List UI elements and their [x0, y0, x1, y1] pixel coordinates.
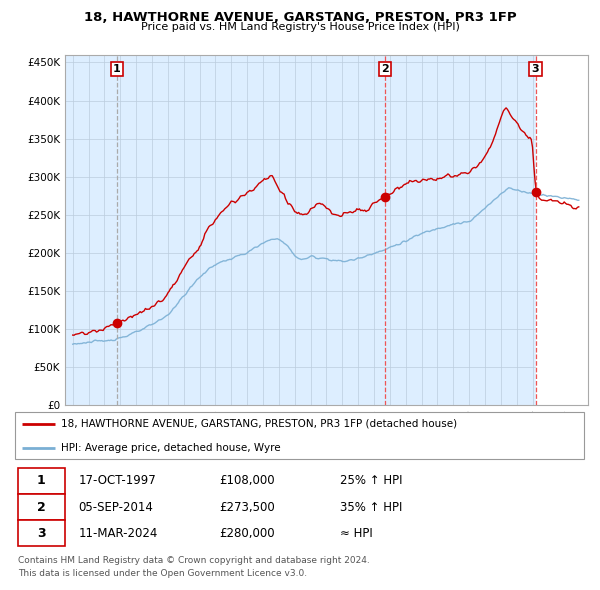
Text: 25% ↑ HPI: 25% ↑ HPI — [340, 474, 403, 487]
Text: 1: 1 — [113, 64, 121, 74]
FancyBboxPatch shape — [18, 520, 65, 546]
Bar — [536, 55, 588, 405]
Text: 11-MAR-2024: 11-MAR-2024 — [78, 527, 158, 540]
FancyBboxPatch shape — [15, 412, 584, 459]
Text: 35% ↑ HPI: 35% ↑ HPI — [340, 501, 403, 514]
Text: This data is licensed under the Open Government Licence v3.0.: This data is licensed under the Open Gov… — [18, 569, 307, 578]
Text: £273,500: £273,500 — [220, 501, 275, 514]
Text: HPI: Average price, detached house, Wyre: HPI: Average price, detached house, Wyre — [61, 443, 281, 453]
Text: 2: 2 — [37, 501, 46, 514]
Text: Price paid vs. HM Land Registry's House Price Index (HPI): Price paid vs. HM Land Registry's House … — [140, 22, 460, 32]
Text: 3: 3 — [532, 64, 539, 74]
Text: 05-SEP-2014: 05-SEP-2014 — [78, 501, 153, 514]
FancyBboxPatch shape — [18, 468, 65, 494]
FancyBboxPatch shape — [18, 494, 65, 520]
Bar — [536, 55, 588, 405]
Text: 1: 1 — [37, 474, 46, 487]
Text: 18, HAWTHORNE AVENUE, GARSTANG, PRESTON, PR3 1FP: 18, HAWTHORNE AVENUE, GARSTANG, PRESTON,… — [83, 11, 517, 24]
Text: £280,000: £280,000 — [220, 527, 275, 540]
Text: 3: 3 — [37, 527, 46, 540]
Text: 18, HAWTHORNE AVENUE, GARSTANG, PRESTON, PR3 1FP (detached house): 18, HAWTHORNE AVENUE, GARSTANG, PRESTON,… — [61, 419, 457, 429]
Bar — [536, 55, 588, 405]
Text: ≈ HPI: ≈ HPI — [340, 527, 373, 540]
Text: Contains HM Land Registry data © Crown copyright and database right 2024.: Contains HM Land Registry data © Crown c… — [18, 556, 370, 565]
Text: £108,000: £108,000 — [220, 474, 275, 487]
Text: 2: 2 — [381, 64, 389, 74]
Text: 17-OCT-1997: 17-OCT-1997 — [78, 474, 156, 487]
